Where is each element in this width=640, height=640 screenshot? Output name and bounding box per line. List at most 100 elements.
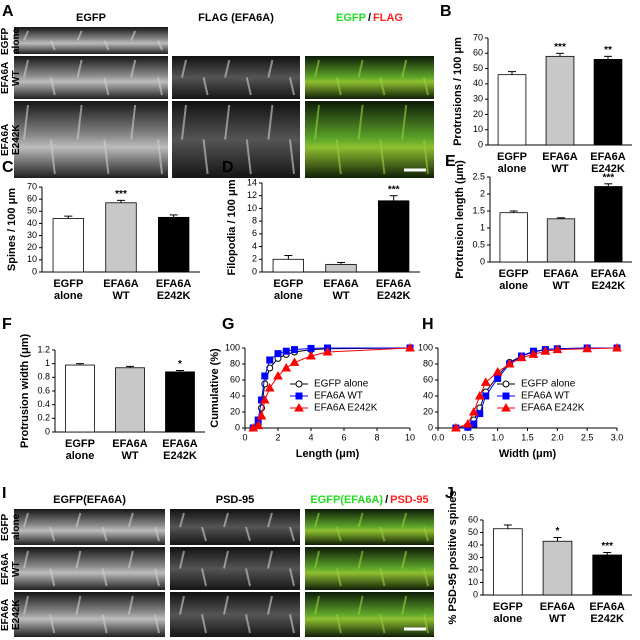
panel-letter: F bbox=[2, 316, 12, 333]
marker bbox=[480, 377, 491, 386]
y-tick-label: 0.6 bbox=[37, 385, 50, 395]
spine bbox=[179, 512, 185, 528]
legend-marker bbox=[295, 392, 303, 400]
row-label: EGFP alone bbox=[0, 513, 22, 541]
row-label: EFA6A E242K bbox=[0, 598, 22, 631]
y-tick-label: 20 bbox=[473, 109, 483, 119]
significance: *** bbox=[554, 42, 566, 53]
spine bbox=[401, 59, 408, 78]
y-tick-label: 0 bbox=[428, 422, 433, 432]
x-tick-label: 8 bbox=[374, 432, 379, 442]
bar bbox=[115, 367, 145, 433]
legend-label: EFA6A WT bbox=[521, 391, 570, 402]
bar bbox=[592, 554, 622, 596]
spine bbox=[357, 550, 364, 569]
spine bbox=[49, 77, 56, 96]
spine bbox=[379, 77, 386, 96]
column-label: PSD-95 bbox=[216, 494, 255, 506]
micrograph bbox=[170, 509, 300, 545]
spine bbox=[130, 30, 137, 41]
y-tick-label: 60 bbox=[27, 194, 37, 204]
y-tick-label: 20 bbox=[27, 242, 37, 252]
spine bbox=[201, 526, 207, 542]
y-axis-title: Protrusion length (μm) bbox=[454, 160, 466, 279]
significance: *** bbox=[601, 541, 613, 552]
spine bbox=[75, 595, 82, 615]
marker bbox=[405, 342, 415, 352]
x-tick-label: 2.0 bbox=[551, 432, 564, 442]
panel-letter: E bbox=[445, 153, 456, 170]
y-tick-label: 4 bbox=[252, 241, 257, 251]
x-tick-label: EGFP alone bbox=[492, 601, 523, 625]
merge-label-part: / bbox=[368, 12, 371, 24]
x-tick-label: 2.5 bbox=[581, 432, 594, 442]
spine bbox=[357, 512, 364, 528]
spine bbox=[223, 595, 229, 615]
legend-label: EGFP alone bbox=[521, 379, 576, 390]
bar bbox=[542, 540, 573, 596]
y-tick-label: 60 bbox=[468, 514, 478, 524]
marker bbox=[281, 362, 292, 372]
y-tick-label: 0 bbox=[45, 426, 50, 436]
significance: *** bbox=[388, 184, 400, 195]
x-tick-label: 3.0 bbox=[611, 432, 624, 442]
spine bbox=[23, 104, 29, 140]
spine bbox=[224, 59, 231, 78]
y-axis-title: Cumulative (%) bbox=[209, 348, 221, 428]
y-tick-label: 12 bbox=[247, 190, 257, 200]
marker bbox=[273, 370, 283, 380]
spine bbox=[201, 568, 207, 587]
y-tick-label: 60 bbox=[473, 48, 483, 58]
bar bbox=[493, 528, 523, 596]
spine bbox=[289, 139, 295, 175]
spine bbox=[23, 30, 29, 41]
spine bbox=[201, 614, 207, 634]
marker bbox=[306, 350, 316, 360]
spine bbox=[49, 614, 56, 634]
spine bbox=[245, 568, 251, 587]
spine bbox=[224, 104, 231, 140]
spine bbox=[314, 104, 320, 140]
bar bbox=[546, 218, 576, 263]
marker bbox=[492, 366, 503, 376]
spine bbox=[23, 59, 29, 78]
y-tick-label: 10 bbox=[27, 254, 37, 264]
spine bbox=[23, 512, 29, 528]
marker bbox=[474, 390, 485, 400]
panel-letter: I bbox=[2, 485, 6, 502]
spine bbox=[267, 595, 273, 615]
spine bbox=[289, 526, 295, 542]
merge-label: EGFP / FLAG bbox=[336, 12, 403, 24]
marker bbox=[451, 422, 461, 432]
spine bbox=[130, 104, 137, 140]
y-tick-label: 0.8 bbox=[37, 372, 50, 382]
y-tick-label: 30 bbox=[27, 230, 37, 240]
y-tick-label: 1.5 bbox=[472, 205, 485, 215]
x-tick-label: EGFP alone bbox=[497, 151, 527, 175]
marker bbox=[307, 344, 315, 352]
y-tick-label: 50 bbox=[468, 527, 478, 537]
spine bbox=[181, 59, 187, 78]
y-tick-label: 40 bbox=[473, 78, 483, 88]
y-tick-label: 0 bbox=[235, 422, 240, 432]
spine bbox=[127, 512, 134, 528]
x-axis-title: Length (μm) bbox=[296, 448, 360, 460]
y-tick-label: 10 bbox=[247, 203, 257, 213]
marker bbox=[504, 358, 515, 368]
y-axis-title: % PSD-95 positive spines bbox=[447, 491, 459, 625]
x-tick-label: 6 bbox=[341, 432, 346, 442]
spine bbox=[423, 614, 429, 634]
x-tick-label: EFA6A WT bbox=[323, 278, 359, 302]
y-tick-label: 8 bbox=[252, 216, 257, 226]
spine bbox=[181, 104, 187, 140]
marker bbox=[253, 420, 264, 430]
spine bbox=[23, 595, 29, 615]
y-axis-title: Spines / 100 μm bbox=[6, 188, 18, 271]
x-tick-label: EFA6A E242K bbox=[162, 438, 198, 462]
spine bbox=[154, 568, 160, 587]
y-tick-label: 20 bbox=[423, 406, 433, 416]
merge-label-part: PSD-95 bbox=[390, 494, 429, 506]
marker bbox=[266, 356, 274, 364]
micrograph bbox=[14, 101, 168, 178]
